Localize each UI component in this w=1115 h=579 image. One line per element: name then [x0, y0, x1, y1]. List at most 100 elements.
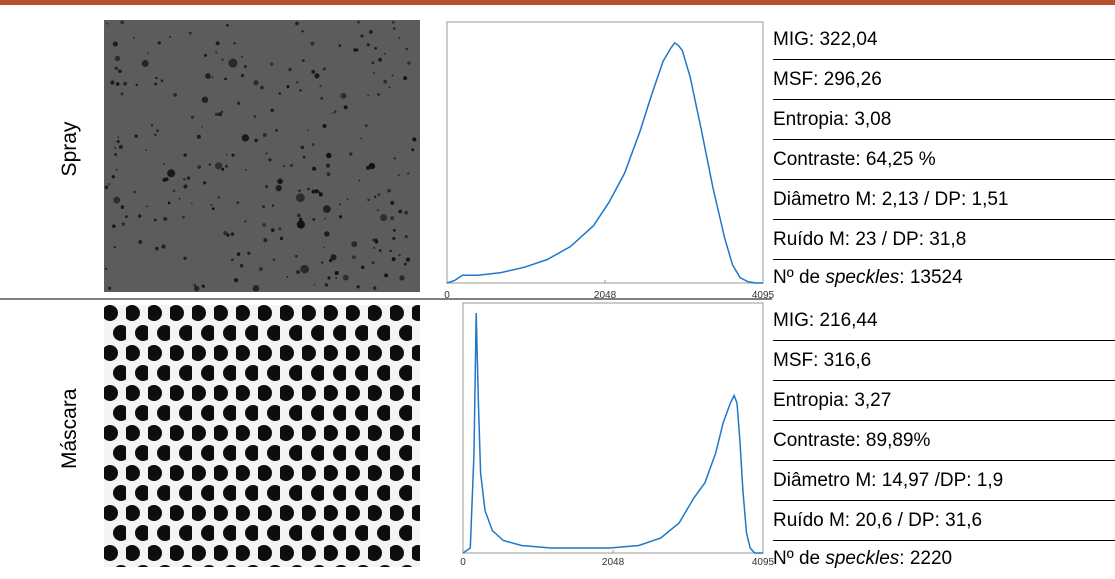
spot: [278, 92, 282, 95]
spot: [392, 228, 396, 232]
spot: [389, 249, 392, 253]
spot: [398, 253, 401, 257]
spot: [120, 20, 125, 25]
spot: [407, 172, 410, 175]
stat-line: Ruído M: 23 / DP: 31,8: [773, 220, 1115, 260]
spot: [233, 42, 236, 45]
spot: [167, 201, 171, 205]
spot: [339, 203, 342, 206]
spot: [398, 36, 401, 39]
spot: [241, 55, 243, 58]
spot: [262, 132, 267, 137]
top-border: [0, 0, 1115, 5]
spot: [252, 285, 260, 292]
spot: [277, 178, 283, 185]
spot: [156, 129, 159, 132]
spot: [378, 249, 382, 252]
spot: [391, 257, 396, 262]
x-tick-label: 2048: [594, 290, 617, 301]
spot: [376, 209, 379, 211]
spot: [383, 79, 388, 84]
spot: [193, 285, 200, 292]
spot: [114, 66, 119, 71]
spot: [392, 236, 396, 240]
spot: [286, 85, 290, 89]
row-label: Máscara: [58, 388, 81, 469]
spot: [167, 169, 176, 178]
spot: [183, 184, 188, 189]
spot: [326, 163, 330, 168]
spot: [160, 79, 164, 82]
spot: [392, 27, 396, 30]
spot: [113, 246, 116, 249]
spot: [296, 220, 306, 229]
spot: [357, 20, 360, 24]
spot: [120, 92, 124, 96]
spot: [221, 167, 225, 171]
spot: [112, 41, 118, 47]
stat-line: Ruído M: 20,6 / DP: 31,6: [773, 501, 1115, 541]
stat-line: Diâmetro M: 14,97 /DP: 1,9: [773, 461, 1115, 501]
spot: [162, 163, 165, 165]
spot: [301, 59, 305, 63]
spot: [324, 217, 327, 220]
spot: [134, 134, 138, 138]
spot: [352, 255, 356, 260]
spot: [265, 152, 268, 155]
spot: [349, 152, 353, 156]
spot: [377, 193, 381, 196]
spot: [224, 164, 228, 168]
spot: [110, 80, 115, 85]
spot: [322, 123, 327, 129]
plot-frame: [446, 21, 764, 284]
spot: [157, 41, 161, 45]
spot: [368, 29, 373, 34]
spot: [118, 144, 123, 150]
spot: [155, 76, 158, 80]
spot: [405, 257, 410, 262]
spot: [286, 276, 289, 278]
spot: [112, 224, 116, 228]
spot: [358, 179, 361, 182]
spot: [204, 53, 207, 57]
spot: [319, 84, 322, 87]
spot: [278, 227, 282, 231]
spot: [191, 202, 193, 204]
spot: [403, 76, 408, 81]
spot: [172, 189, 176, 193]
spot: [226, 23, 229, 27]
stat-line: MIG: 216,44: [773, 301, 1115, 341]
spot: [338, 44, 342, 47]
spot: [371, 61, 375, 65]
spot: [217, 196, 220, 199]
spot: [312, 166, 317, 171]
spot: [289, 163, 294, 168]
spot: [258, 267, 263, 272]
spot: [186, 176, 191, 180]
spot: [377, 93, 380, 96]
stat-part: : 13524: [899, 267, 963, 288]
spot: [326, 152, 332, 159]
spot: [360, 34, 364, 38]
spot: [295, 21, 299, 26]
spot: [407, 61, 411, 65]
mask-image: [104, 305, 420, 567]
spot: [244, 220, 247, 223]
spot: [334, 270, 339, 276]
spot: [296, 270, 301, 275]
spot: [321, 261, 324, 264]
spot: [145, 149, 147, 152]
spot: [384, 52, 386, 55]
spot: [367, 94, 370, 97]
spot: [104, 185, 109, 190]
spot: [223, 231, 228, 236]
spot: [403, 262, 407, 266]
spot: [324, 231, 330, 237]
spot: [163, 216, 168, 221]
spot: [244, 168, 247, 171]
spot: [374, 238, 378, 242]
spot: [234, 278, 239, 283]
spot: [322, 205, 331, 213]
stat-line: Entropia: 3,27: [773, 381, 1115, 421]
spot: [225, 153, 228, 156]
